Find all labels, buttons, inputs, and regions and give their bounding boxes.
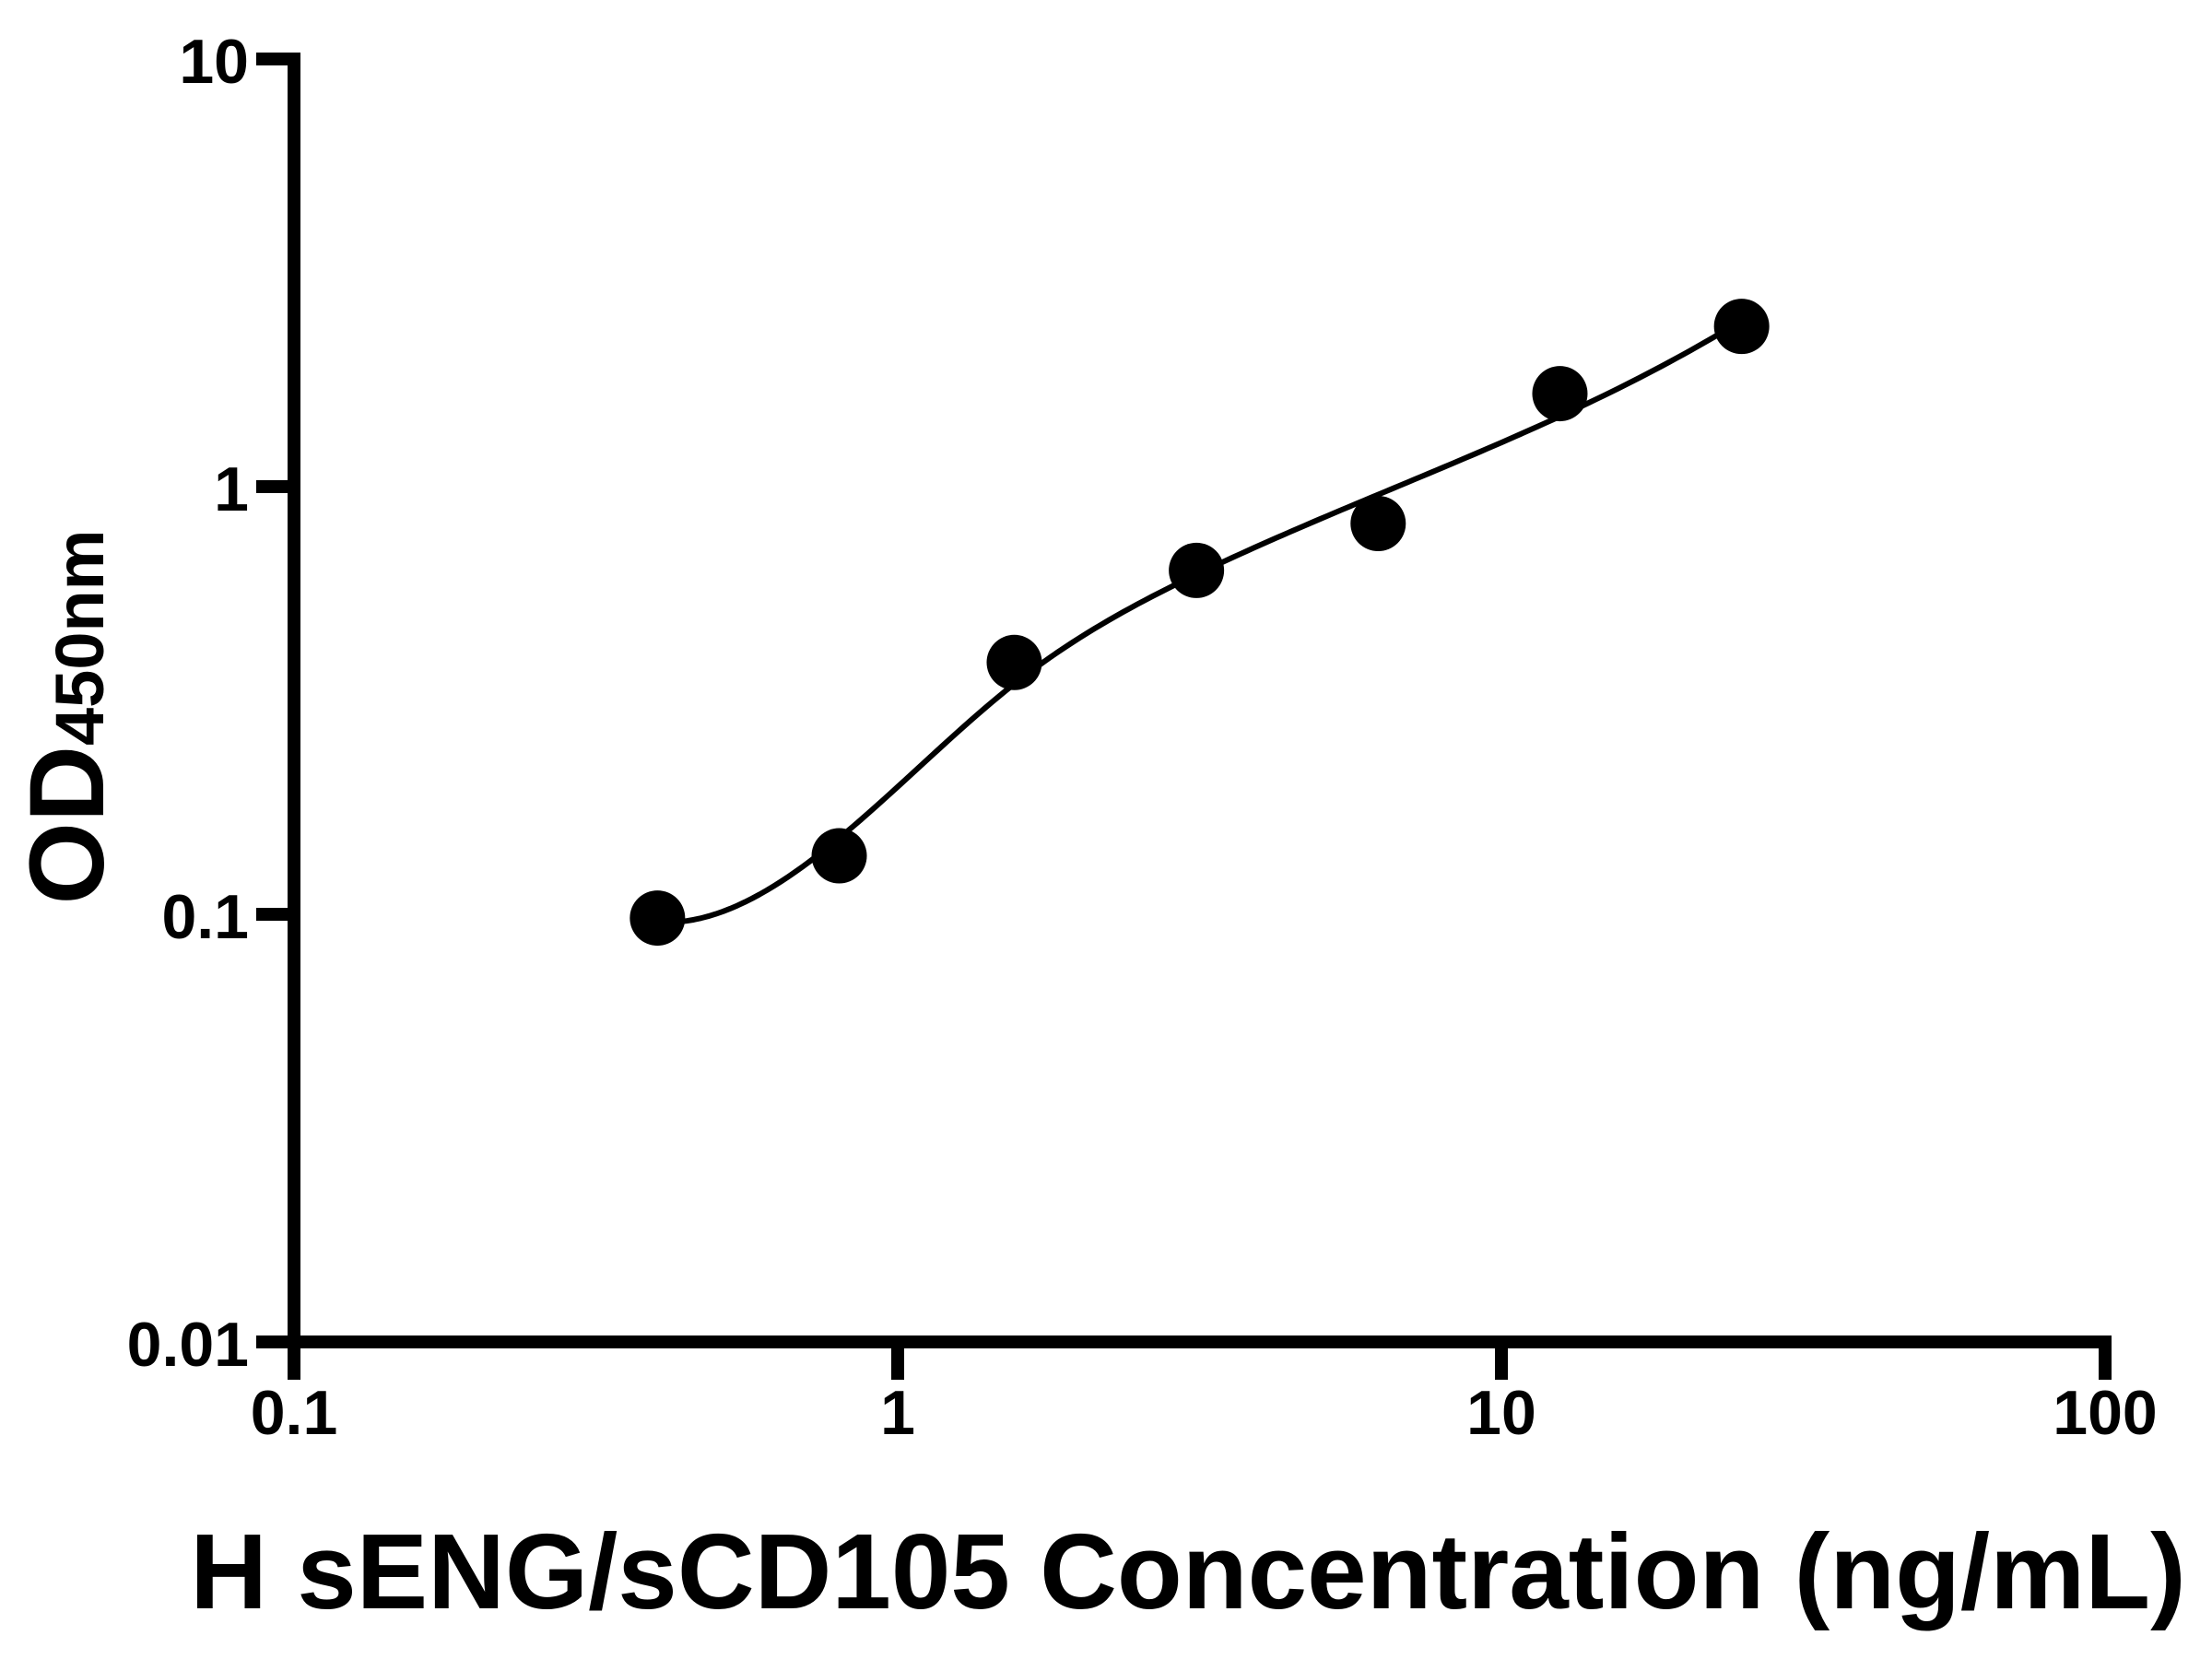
svg-text:10: 10 xyxy=(1466,1378,1536,1448)
svg-text:10: 10 xyxy=(179,27,249,97)
svg-text:0.1: 0.1 xyxy=(161,882,249,952)
svg-text:H sENG/sCD105 Concentration (n: H sENG/sCD105 Concentration (ng/mL) xyxy=(190,1512,2186,1631)
svg-text:0.01: 0.01 xyxy=(127,1310,249,1380)
svg-text:100: 100 xyxy=(2053,1378,2157,1448)
svg-text:1: 1 xyxy=(214,454,249,524)
svg-text:OD450nm: OD450nm xyxy=(8,530,126,905)
svg-text:0.1: 0.1 xyxy=(251,1378,338,1448)
svg-text:1: 1 xyxy=(880,1378,915,1448)
